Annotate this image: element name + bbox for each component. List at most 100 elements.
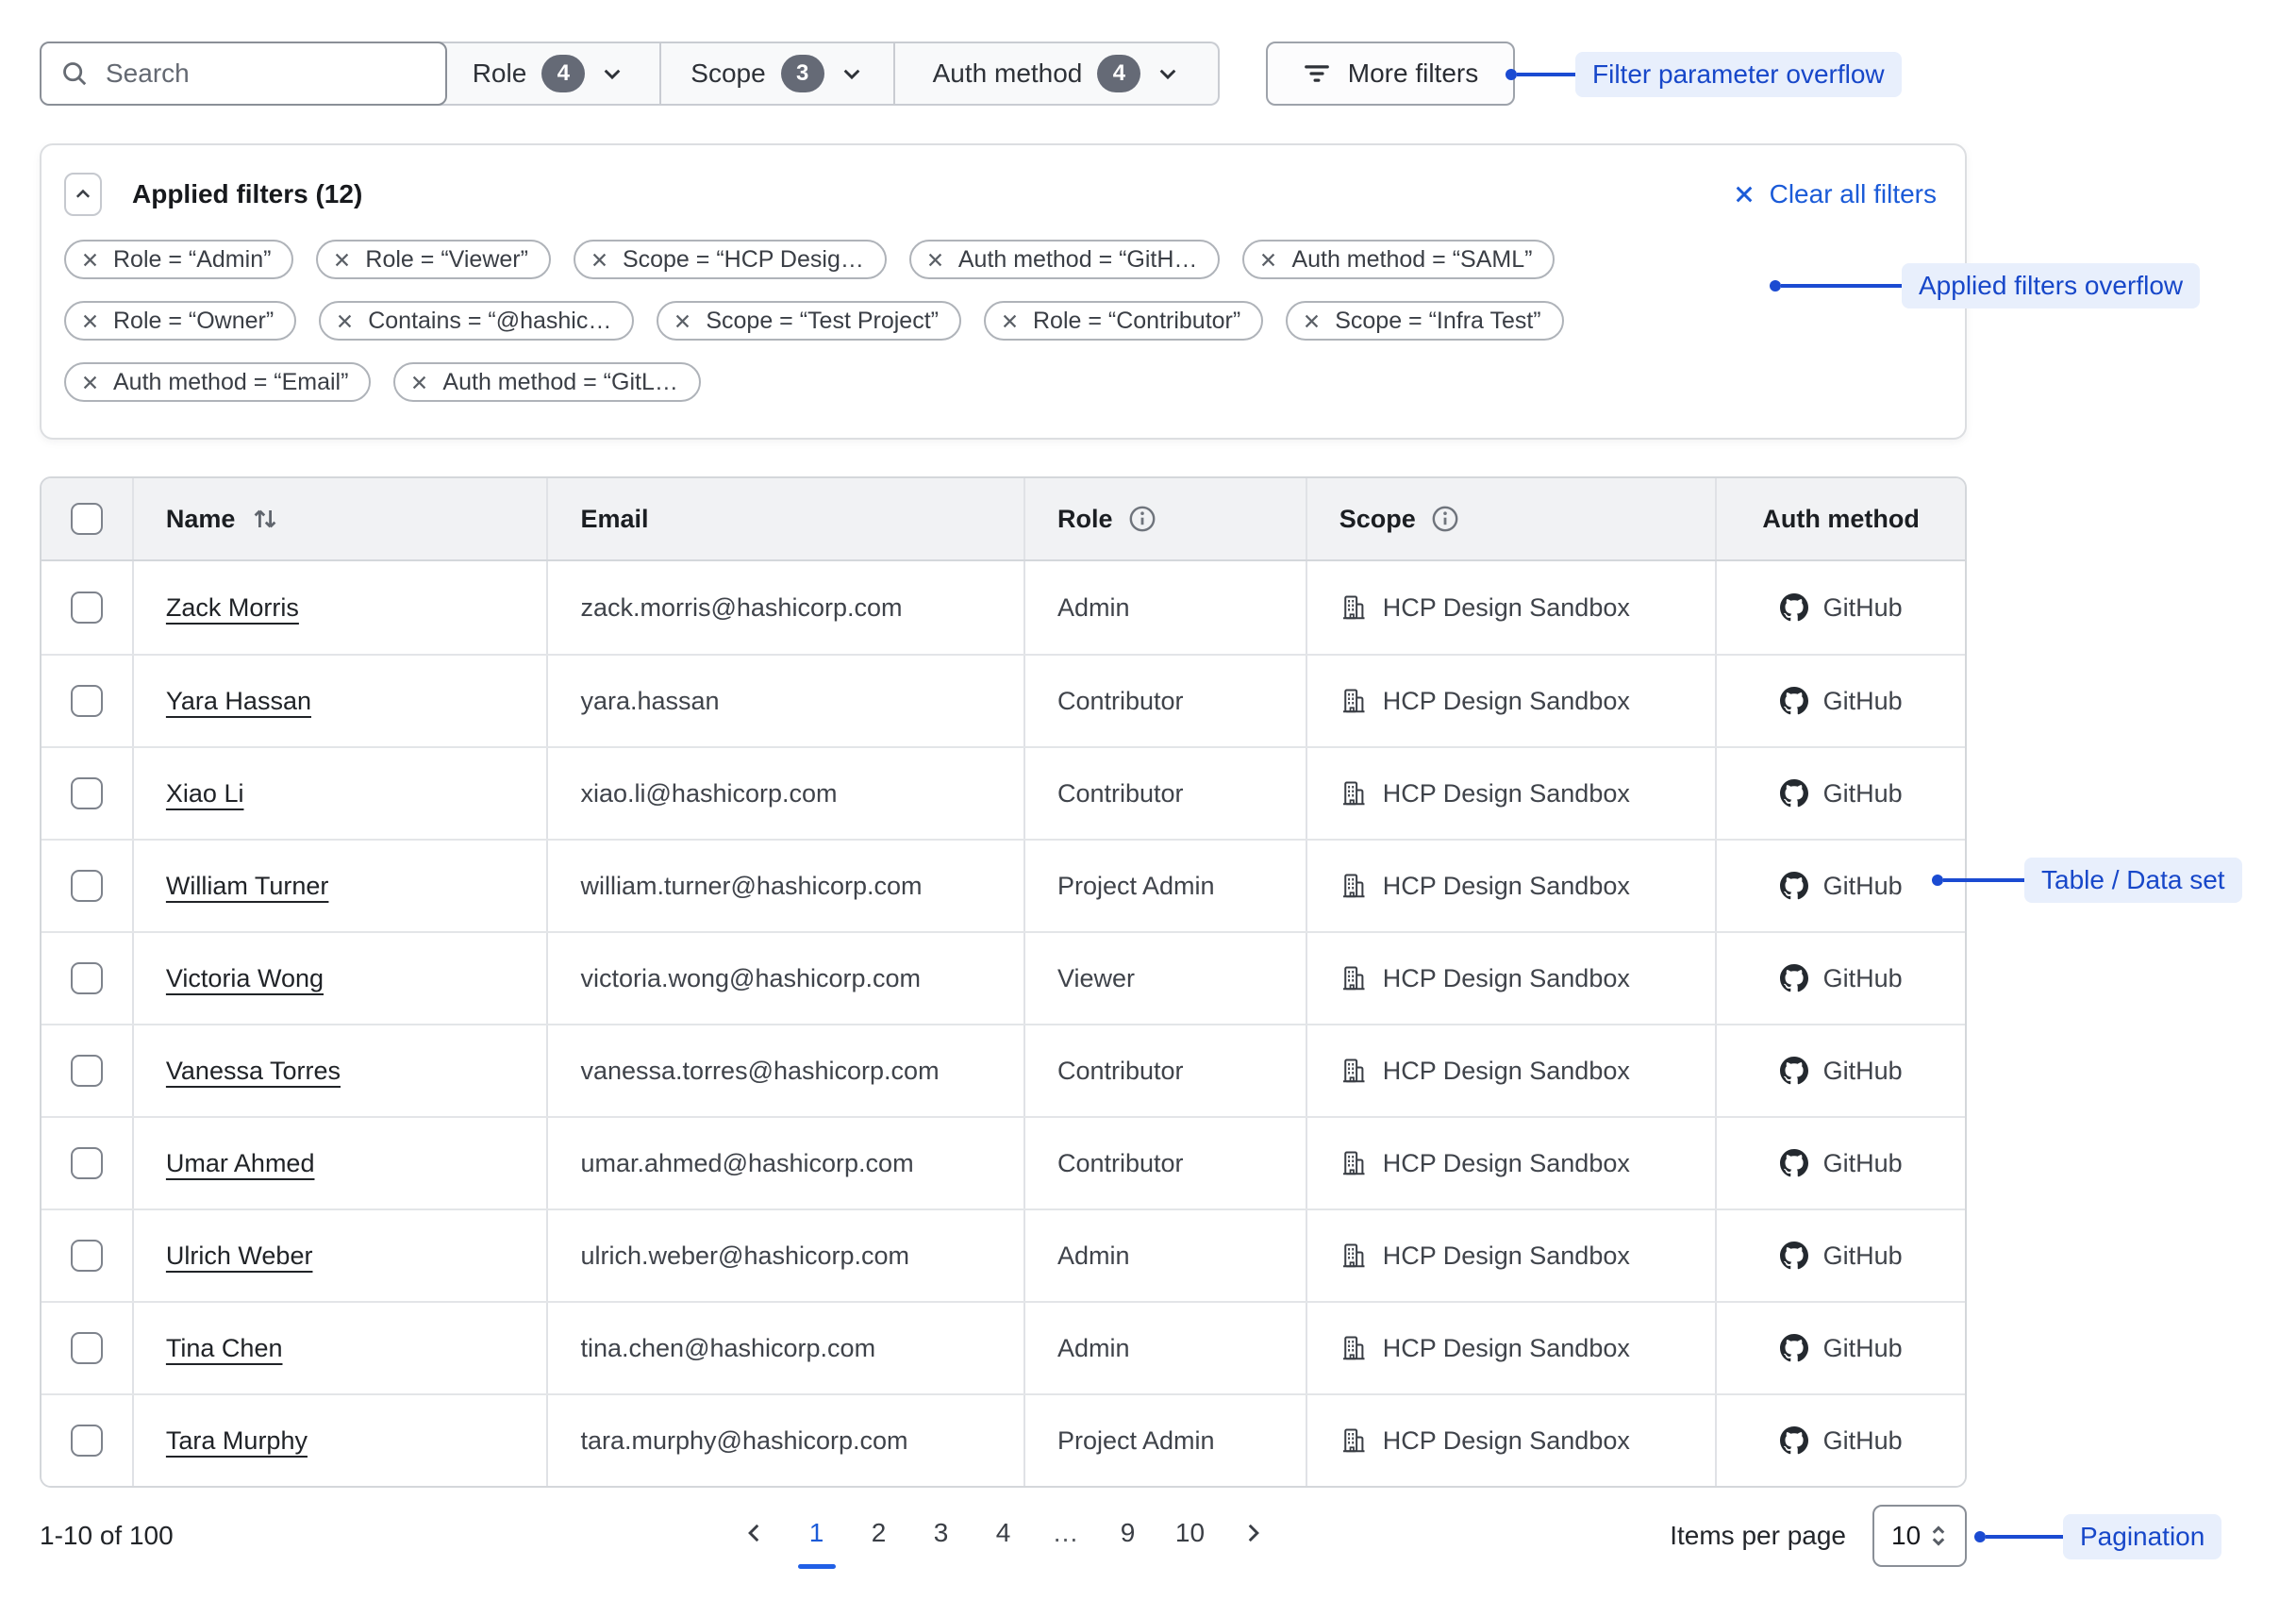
next-page-button[interactable] — [1222, 1508, 1284, 1558]
clear-all-filters-button[interactable]: Clear all filters — [1732, 179, 1937, 209]
applied-filters-title: Applied filters (12) — [132, 179, 363, 208]
applied-filter-pill[interactable]: Auth method = “GitH… — [908, 240, 1221, 279]
remove-filter-icon[interactable] — [409, 373, 429, 392]
info-icon[interactable] — [1431, 505, 1459, 533]
role-filter-dropdown[interactable]: Role 4 — [438, 43, 659, 104]
row-checkbox[interactable] — [70, 777, 103, 809]
row-checkbox[interactable] — [70, 1147, 103, 1179]
applied-filter-pill[interactable]: Contains = “@hashic… — [319, 301, 635, 341]
user-scope: HCP Design Sandbox — [1382, 1425, 1630, 1455]
table-header-row: Name Email Role Scope Auth method — [42, 478, 1965, 561]
row-name-cell: Zack Morris — [134, 561, 549, 654]
user-scope: HCP Design Sandbox — [1382, 686, 1630, 715]
user-email: william.turner@hashicorp.com — [580, 871, 923, 900]
row-email-cell: umar.ahmed@hashicorp.com — [548, 1118, 1025, 1208]
items-per-page-label: Items per page — [1670, 1521, 1846, 1550]
auth-method-filter-count-badge: 4 — [1097, 55, 1141, 92]
remove-filter-icon[interactable] — [1258, 250, 1278, 270]
pill-row: Role = “Owner” Contains = “@hashic… Scop… — [64, 301, 1937, 341]
column-header-name[interactable]: Name — [134, 478, 549, 559]
row-checkbox[interactable] — [70, 685, 103, 717]
applied-filter-pill[interactable]: Role = “Owner” — [64, 301, 297, 341]
row-scope-cell: HCP Design Sandbox — [1307, 841, 1718, 931]
remove-filter-icon[interactable] — [925, 250, 945, 270]
remove-filter-icon[interactable] — [1302, 311, 1322, 331]
remove-filter-icon[interactable] — [1000, 311, 1020, 331]
row-scope-cell: HCP Design Sandbox — [1307, 1118, 1718, 1208]
row-role-cell: Admin — [1025, 1303, 1307, 1393]
applied-filter-pill[interactable]: Scope = “Test Project” — [657, 301, 961, 341]
user-name-link[interactable]: Tina Chen — [165, 1333, 283, 1362]
annotation-dot — [1932, 875, 1943, 886]
row-email-cell: vanessa.torres@hashicorp.com — [548, 1025, 1025, 1116]
remove-filter-icon[interactable] — [335, 311, 355, 331]
remove-filter-icon[interactable] — [80, 373, 100, 392]
page-button-2[interactable]: 2 — [871, 1518, 887, 1548]
row-checkbox[interactable] — [70, 1240, 103, 1272]
collapse-applied-filters-button[interactable] — [64, 173, 102, 216]
page-button-10[interactable]: 10 — [1174, 1518, 1206, 1548]
user-name-link[interactable]: Ulrich Weber — [165, 1241, 313, 1270]
applied-filter-pill[interactable]: Auth method = “Email” — [64, 362, 372, 402]
remove-filter-icon[interactable] — [673, 311, 692, 331]
user-name-link[interactable]: Xiao Li — [165, 778, 244, 808]
search-box[interactable] — [40, 42, 447, 106]
user-auth-method: GitHub — [1822, 1056, 1903, 1085]
user-scope: HCP Design Sandbox — [1382, 1148, 1630, 1177]
user-name-link[interactable]: Victoria Wong — [165, 963, 324, 992]
remove-filter-icon[interactable] — [332, 250, 352, 270]
row-checkbox[interactable] — [70, 870, 103, 902]
row-name-cell: William Turner — [134, 841, 549, 931]
row-checkbox[interactable] — [70, 1332, 103, 1364]
filter-lines-icon — [1304, 65, 1329, 82]
remove-filter-icon[interactable] — [80, 311, 100, 331]
user-name-link[interactable]: Tara Murphy — [165, 1425, 308, 1455]
items-per-page-select[interactable]: 10 — [1872, 1505, 1967, 1567]
page-button-9[interactable]: 9 — [1120, 1518, 1136, 1548]
organization-building-icon — [1342, 874, 1365, 898]
user-auth-method: GitHub — [1822, 686, 1903, 715]
user-auth-method: GitHub — [1822, 1241, 1903, 1270]
info-icon[interactable] — [1128, 505, 1156, 533]
row-scope-cell: HCP Design Sandbox — [1307, 933, 1718, 1024]
applied-filter-pill[interactable]: Auth method = “SAML” — [1242, 240, 1556, 279]
user-name-link[interactable]: William Turner — [165, 871, 329, 900]
select-all-checkbox[interactable] — [70, 503, 103, 535]
page-button-1[interactable]: 1 — [786, 1508, 848, 1558]
row-name-cell: Umar Ahmed — [134, 1118, 549, 1208]
user-name-link[interactable]: Umar Ahmed — [165, 1148, 315, 1177]
column-header-email: Email — [548, 478, 1025, 559]
user-role: Viewer — [1056, 963, 1136, 992]
user-name-link[interactable]: Vanessa Torres — [165, 1056, 341, 1085]
remove-filter-icon[interactable] — [80, 250, 100, 270]
row-checkbox[interactable] — [70, 1055, 103, 1087]
more-filters-button[interactable]: More filters — [1266, 42, 1515, 106]
user-name-link[interactable]: Zack Morris — [165, 592, 299, 622]
previous-page-button[interactable] — [724, 1508, 786, 1558]
scope-filter-dropdown[interactable]: Scope 3 — [659, 43, 893, 104]
row-checkbox-cell — [42, 1118, 134, 1208]
row-auth-method-cell: GitHub — [1717, 841, 1965, 931]
page-button-3[interactable]: 3 — [933, 1518, 949, 1548]
organization-building-icon — [1342, 1151, 1365, 1175]
chevron-down-icon — [604, 69, 621, 80]
applied-filter-pill[interactable]: Role = “Admin” — [64, 240, 294, 279]
sort-arrows-icon[interactable] — [250, 504, 280, 534]
row-checkbox[interactable] — [70, 962, 103, 994]
row-checkbox[interactable] — [70, 592, 103, 624]
search-input[interactable] — [104, 58, 426, 90]
applied-filter-pill[interactable]: Scope = “Infra Test” — [1286, 301, 1564, 341]
applied-filter-pill[interactable]: Scope = “HCP Desig… — [573, 240, 887, 279]
user-name-link[interactable]: Yara Hassan — [165, 686, 311, 715]
auth-method-filter-dropdown[interactable]: Auth method 4 — [893, 43, 1218, 104]
row-checkbox[interactable] — [70, 1425, 103, 1457]
applied-filter-pill[interactable]: Role = “Contributor” — [983, 301, 1264, 341]
applied-filter-pill[interactable]: Role = “Viewer” — [316, 240, 551, 279]
applied-filter-pill[interactable]: Auth method = “GitL… — [393, 362, 701, 402]
page-button-4[interactable]: 4 — [995, 1518, 1011, 1548]
user-email: vanessa.torres@hashicorp.com — [580, 1056, 940, 1085]
remove-filter-icon[interactable] — [590, 250, 609, 270]
annotation-line — [1943, 878, 2024, 882]
user-scope: HCP Design Sandbox — [1382, 592, 1630, 622]
applied-filter-pill-label: Role = “Admin” — [113, 245, 272, 273]
